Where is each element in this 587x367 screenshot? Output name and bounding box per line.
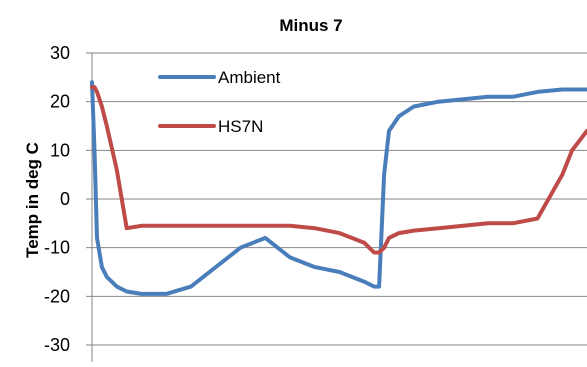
series-line-hs7n	[90, 85, 587, 255]
y-tick-label: 30	[50, 43, 70, 63]
series-line-ambient	[90, 80, 587, 296]
legend: Ambient HS7N	[158, 68, 281, 136]
y-tick-label: -30	[44, 335, 70, 355]
y-tick-label: 10	[50, 140, 70, 160]
y-axis: 30 20 10 0 -10 -20 -30	[44, 43, 93, 362]
series-lines	[90, 80, 587, 296]
y-tick-label: -20	[44, 286, 70, 306]
y-tick-label: -10	[44, 238, 70, 258]
y-tick-label: 20	[50, 92, 70, 112]
legend-label-hs7n: HS7N	[218, 117, 263, 136]
gridlines	[92, 52, 587, 346]
y-axis-label: Temp in deg C	[23, 142, 42, 258]
chart-title: Minus 7	[279, 16, 342, 35]
legend-label-ambient: Ambient	[218, 68, 281, 87]
y-tick-label: 0	[60, 189, 70, 209]
